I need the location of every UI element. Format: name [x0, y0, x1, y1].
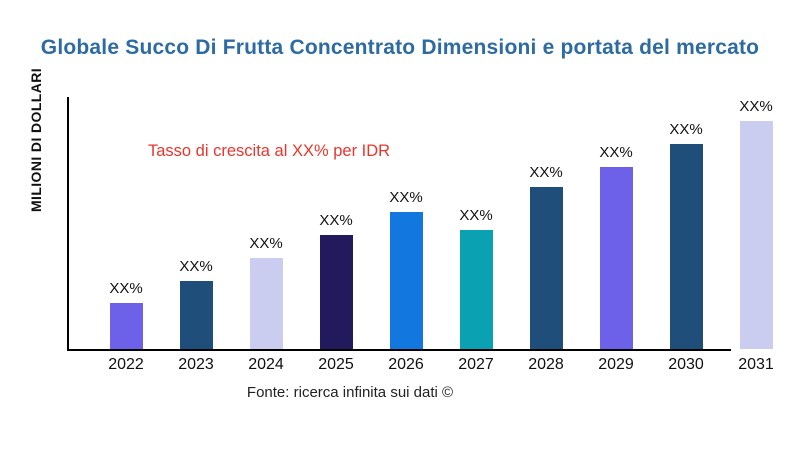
bar-value-label-2027: XX% [459, 207, 493, 224]
source-caption: Fonte: ricerca infinita sui dati © [246, 384, 454, 401]
y-axis-label: MILIONI DI DOLLARI [28, 67, 44, 213]
bar-value-label-2026: XX% [389, 189, 423, 206]
bar-value-label-2024: XX% [249, 235, 283, 252]
x-tick-label-2025: 2025 [318, 356, 354, 373]
x-tick-label-2030: 2030 [668, 356, 704, 373]
growth-annotation: Tasso di crescita al XX% per IDR [148, 142, 391, 160]
x-tick-label-2023: 2023 [178, 356, 214, 373]
bar-value-label-2022: XX% [109, 280, 143, 297]
x-tick-label-2022: 2022 [108, 356, 144, 373]
bar-value-label-2025: XX% [319, 212, 353, 229]
bar-2022 [109, 303, 143, 349]
x-axis-ticks: 2022 2023 2024 2025 2026 2027 2028 2029 2030 2031 [67, 356, 777, 376]
x-tick-label-2026: 2026 [388, 356, 424, 373]
bar-2029 [599, 167, 633, 349]
bar-2024 [249, 258, 283, 349]
bar-2028 [529, 187, 563, 349]
bar-2025 [319, 235, 353, 349]
bar-2027 [459, 230, 493, 349]
x-tick-label-2027: 2027 [458, 356, 494, 373]
plot-area: XX% XX% XX% XX% XX% XX% XX% XX% XX% XX% [67, 97, 777, 351]
bar-value-label-2023: XX% [179, 258, 213, 275]
bar-2026 [389, 212, 423, 349]
bar-value-label-2030: XX% [669, 121, 703, 138]
y-axis-line [67, 97, 69, 351]
bar-value-label-2028: XX% [529, 164, 563, 181]
x-tick-label-2029: 2029 [598, 356, 634, 373]
bar-2023 [179, 281, 213, 349]
bar-value-label-2029: XX% [599, 144, 633, 161]
bar-2031 [739, 121, 773, 349]
chart-title: Globale Succo Di Frutta Concentrato Dime… [40, 36, 760, 59]
x-tick-label-2031: 2031 [738, 356, 774, 373]
x-tick-label-2024: 2024 [248, 356, 284, 373]
bar-2030 [669, 144, 703, 349]
bar-value-label-2031: XX% [739, 98, 773, 115]
x-tick-label-2028: 2028 [528, 356, 564, 373]
x-axis-line [67, 349, 731, 351]
